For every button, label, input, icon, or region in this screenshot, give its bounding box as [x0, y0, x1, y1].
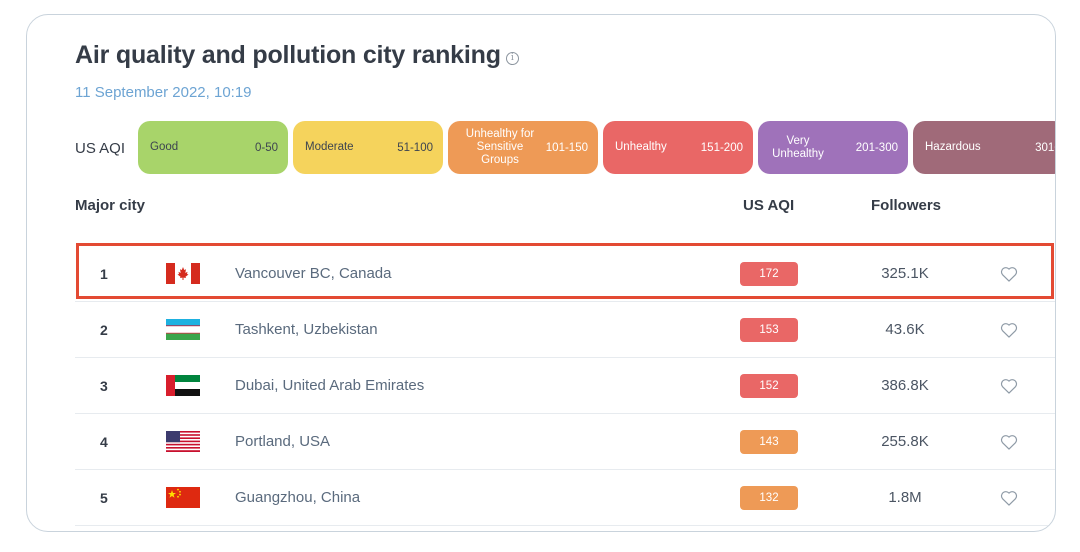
- ranking-card: Air quality and pollution city ranking i…: [26, 14, 1056, 532]
- followers-count: 255.8K: [881, 433, 929, 450]
- aqi-badge: 132: [740, 485, 798, 510]
- aqi-badge: 143: [740, 429, 798, 454]
- aqi-badge: 153: [740, 317, 798, 342]
- city-name[interactable]: Vancouver BC, Canada: [235, 265, 392, 282]
- rank-number: 4: [100, 433, 108, 450]
- city-name[interactable]: Tashkent, Uzbekistan: [235, 321, 378, 338]
- followers-count: 43.6K: [885, 321, 925, 338]
- table-row[interactable]: 3 Dubai, United Arab Emirates 152 386.8K: [75, 358, 1055, 414]
- table-row[interactable]: 4 Portland, USA 143 255.8K: [75, 414, 1055, 470]
- title-row: Air quality and pollution city ranking i: [75, 41, 519, 70]
- heart-icon[interactable]: [999, 320, 1019, 340]
- city-name[interactable]: Dubai, United Arab Emirates: [235, 377, 425, 394]
- rank-number: 1: [100, 265, 108, 282]
- followers-count: 325.1K: [881, 265, 929, 282]
- uzbekistan-flag-icon: [166, 319, 200, 340]
- column-header-followers: Followers: [871, 197, 942, 214]
- usa-flag-icon: [166, 431, 200, 452]
- uae-flag-icon: [166, 375, 200, 396]
- page-title: Air quality and pollution city ranking: [75, 41, 501, 69]
- aqi-legend-label: US AQI: [75, 140, 126, 157]
- city-name[interactable]: Portland, USA: [235, 433, 331, 450]
- heart-icon[interactable]: [999, 264, 1019, 284]
- china-flag-icon: [166, 487, 200, 508]
- aqi-level-very-unhealthy: Very Unhealthy 201-300: [758, 121, 908, 174]
- aqi-level-sensitive: Unhealthy for Sensitive Groups 101-150: [448, 121, 598, 174]
- rank-number: 5: [100, 489, 108, 506]
- canada-flag-icon: [166, 263, 200, 284]
- column-header-aqi: US AQI: [743, 197, 795, 214]
- table-row[interactable]: 5 Guangzhou, China 132 1.8M: [75, 470, 1055, 526]
- followers-count: 1.8M: [888, 489, 922, 506]
- aqi-level-moderate: Moderate 51-100: [293, 121, 443, 174]
- heart-icon[interactable]: [999, 432, 1019, 452]
- heart-icon[interactable]: [999, 488, 1019, 508]
- info-icon[interactable]: i: [505, 52, 519, 65]
- column-header-city: Major city: [75, 197, 146, 214]
- rank-number: 3: [100, 377, 108, 394]
- aqi-badge: 172: [740, 261, 798, 286]
- city-name[interactable]: Guangzhou, China: [235, 489, 361, 506]
- followers-count: 386.8K: [881, 377, 929, 394]
- heart-icon[interactable]: [999, 376, 1019, 396]
- rank-number: 2: [100, 321, 108, 338]
- aqi-level-good: Good 0-50: [138, 121, 288, 174]
- table-row[interactable]: 1 Vancouver BC, Canada 172 325.1K: [75, 246, 1055, 302]
- aqi-level-hazardous: Hazardous 301+: [913, 121, 1055, 174]
- aqi-badge: 152: [740, 373, 798, 398]
- aqi-level-unhealthy: Unhealthy 151-200: [603, 121, 753, 174]
- table-row[interactable]: 2 Tashkent, Uzbekistan 153 43.6K: [75, 302, 1055, 358]
- timestamp: 11 September 2022, 10:19: [75, 84, 252, 101]
